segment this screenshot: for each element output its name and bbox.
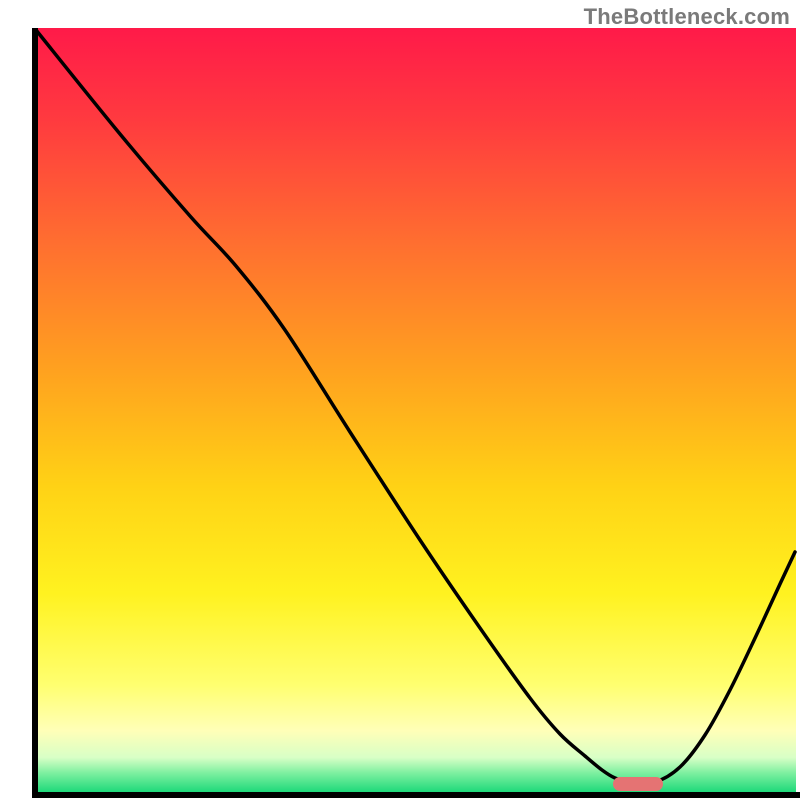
- x-axis-line: [32, 792, 800, 798]
- y-axis-line: [32, 28, 38, 798]
- optimal-marker: [613, 777, 663, 791]
- plot-background: [38, 28, 796, 792]
- chart-root: { "watermark": { "text": "TheBottleneck.…: [0, 0, 800, 800]
- plot-svg: [0, 0, 800, 800]
- watermark-text: TheBottleneck.com: [584, 4, 790, 30]
